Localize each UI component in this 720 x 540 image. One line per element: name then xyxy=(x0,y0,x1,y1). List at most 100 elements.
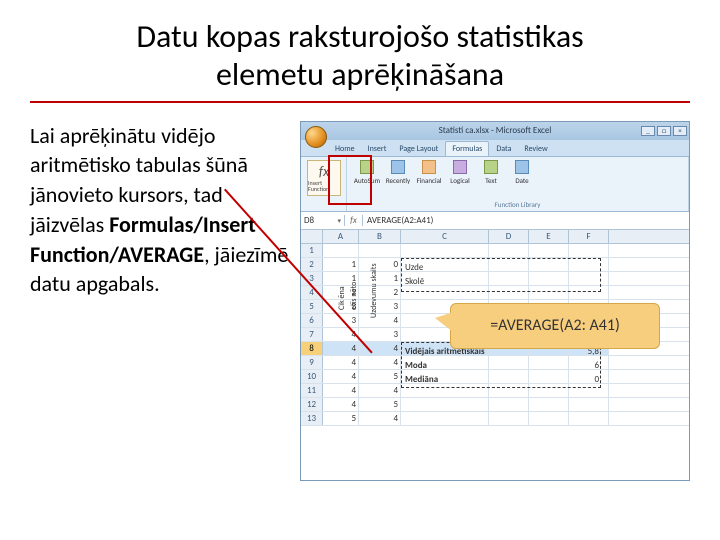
cell[interactable]: 4 xyxy=(323,384,359,397)
cell[interactable] xyxy=(529,286,569,299)
row-header[interactable]: 8 xyxy=(301,342,323,355)
cell[interactable] xyxy=(489,412,529,425)
maximize-button[interactable]: □ xyxy=(657,126,671,136)
row-header[interactable]: 7 xyxy=(301,328,323,341)
cell[interactable] xyxy=(529,258,569,271)
cell[interactable]: 0 xyxy=(359,258,401,271)
col-header-e[interactable]: E xyxy=(529,230,569,243)
row-header[interactable]: 5 xyxy=(301,300,323,313)
name-box[interactable]: D8▾ xyxy=(301,215,345,226)
tab-insert[interactable]: Insert xyxy=(362,142,393,156)
worksheet: A B C D E F 1210311422533634743844944104… xyxy=(301,230,689,480)
row-header[interactable]: 9 xyxy=(301,356,323,369)
cell[interactable]: 4 xyxy=(359,384,401,397)
office-orb-icon[interactable] xyxy=(305,126,327,148)
cell[interactable] xyxy=(489,272,529,285)
col-header-c[interactable]: C xyxy=(401,230,489,243)
autosum-button[interactable]: AutoSum xyxy=(353,160,381,190)
fx-bar-icon[interactable]: fx xyxy=(345,215,363,226)
ribbon-body: fx Insert Function AutoSum Recently Fina… xyxy=(301,156,689,212)
minimize-button[interactable]: _ xyxy=(641,126,655,136)
row-header[interactable]: 1 xyxy=(301,244,323,257)
insert-function-button[interactable]: fx Insert Function xyxy=(307,160,341,196)
cell[interactable] xyxy=(489,398,529,411)
cell[interactable] xyxy=(401,398,489,411)
cell[interactable] xyxy=(569,258,609,271)
row-header[interactable]: 6 xyxy=(301,314,323,327)
cell[interactable] xyxy=(489,384,529,397)
name-box-value: D8 xyxy=(304,215,314,226)
table-row: 1245 xyxy=(301,398,689,412)
cell[interactable] xyxy=(569,286,609,299)
cell[interactable] xyxy=(569,398,609,411)
cell[interactable]: 2 xyxy=(359,286,401,299)
cell[interactable] xyxy=(323,244,359,257)
cell[interactable]: 1 xyxy=(323,258,359,271)
col-header-f[interactable]: F xyxy=(569,230,609,243)
cell[interactable] xyxy=(529,356,569,369)
cell[interactable]: 4 xyxy=(323,356,359,369)
cell[interactable] xyxy=(489,370,529,383)
cell[interactable] xyxy=(569,384,609,397)
cell[interactable] xyxy=(489,258,529,271)
cell[interactable] xyxy=(359,244,401,257)
cell[interactable] xyxy=(489,286,529,299)
tab-home[interactable]: Home xyxy=(329,142,361,156)
cell[interactable] xyxy=(529,370,569,383)
col-header-d[interactable]: D xyxy=(489,230,529,243)
table-row: 1144 xyxy=(301,384,689,398)
logical-button[interactable]: Logical xyxy=(446,160,474,190)
cell[interactable]: 5 xyxy=(323,412,359,425)
row-header[interactable]: 10 xyxy=(301,370,323,383)
formula-bar-row: D8▾ fx AVERAGE(A2:A41) xyxy=(301,212,689,230)
formula-callout: =AVERAGE(A2: A41) xyxy=(450,303,660,349)
tab-formulas[interactable]: Formulas xyxy=(445,141,489,156)
cell[interactable] xyxy=(569,272,609,285)
row-header[interactable]: 13 xyxy=(301,412,323,425)
cell[interactable] xyxy=(401,286,489,299)
tab-data[interactable]: Data xyxy=(490,142,517,156)
cell[interactable]: 4 xyxy=(359,314,401,327)
tab-review[interactable]: Review xyxy=(518,142,553,156)
tab-pagelayout[interactable]: Page Layout xyxy=(393,142,444,156)
col-header-b[interactable]: B xyxy=(359,230,401,243)
row-header[interactable]: 12 xyxy=(301,398,323,411)
cell[interactable] xyxy=(489,244,529,257)
cell[interactable] xyxy=(529,384,569,397)
cell[interactable] xyxy=(401,412,489,425)
formula-bar[interactable]: AVERAGE(A2:A41) xyxy=(363,215,689,226)
cell[interactable] xyxy=(401,244,489,257)
cell[interactable] xyxy=(401,384,489,397)
cell[interactable]: 4 xyxy=(359,356,401,369)
date-button[interactable]: Date xyxy=(508,160,536,190)
slide-title: Datu kopas raksturojošo statistikas elem… xyxy=(30,0,690,103)
cell[interactable]: 5 xyxy=(359,370,401,383)
cell[interactable] xyxy=(529,412,569,425)
cell[interactable] xyxy=(529,398,569,411)
cell[interactable] xyxy=(529,244,569,257)
insert-fn-label: Insert Function xyxy=(308,180,340,192)
financial-button[interactable]: Financial xyxy=(415,160,443,190)
cell[interactable]: 5 xyxy=(359,398,401,411)
vlabel-a: Cik ēna xyxy=(337,286,347,310)
close-button[interactable]: × xyxy=(673,126,687,136)
cell[interactable]: 4 xyxy=(359,412,401,425)
cell[interactable] xyxy=(569,244,609,257)
row-header[interactable]: 2 xyxy=(301,258,323,271)
cell[interactable]: 4 xyxy=(323,398,359,411)
cell[interactable]: 3 xyxy=(359,328,401,341)
cell[interactable]: 4 xyxy=(323,342,359,355)
recently-button[interactable]: Recently xyxy=(384,160,412,190)
select-all-corner[interactable] xyxy=(301,230,323,243)
cell[interactable]: 4 xyxy=(323,370,359,383)
cell[interactable] xyxy=(489,356,529,369)
col-header-a[interactable]: A xyxy=(323,230,359,243)
cell[interactable] xyxy=(529,272,569,285)
text-button[interactable]: Text xyxy=(477,160,505,190)
cell[interactable] xyxy=(569,412,609,425)
cell[interactable]: 1 xyxy=(359,272,401,285)
table-row: 1 xyxy=(301,244,689,258)
row-header[interactable]: 11 xyxy=(301,384,323,397)
fx-icon: fx xyxy=(319,163,329,180)
cell[interactable]: 3 xyxy=(359,300,401,313)
